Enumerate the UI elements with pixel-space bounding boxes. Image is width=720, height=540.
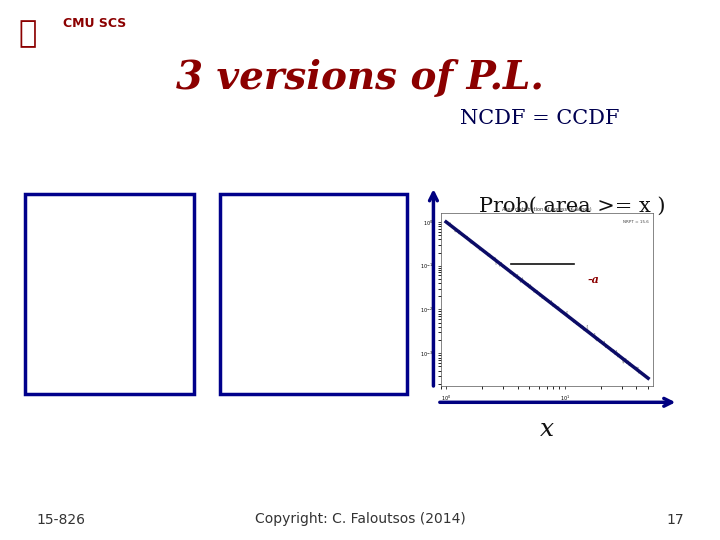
Text: 15-826: 15-826 [36, 512, 85, 526]
Text: CMU SCS: CMU SCS [63, 17, 127, 30]
Text: Prob( area >= x ): Prob( area >= x ) [479, 197, 666, 216]
Bar [25, 194, 194, 394]
Bar [220, 194, 407, 394]
Text: x: x [540, 418, 554, 441]
Text: -a: -a [588, 274, 600, 285]
Text: 🦅: 🦅 [18, 19, 36, 48]
Text: NCDF = CCDF: NCDF = CCDF [460, 109, 620, 129]
Text: 17: 17 [667, 512, 684, 526]
Title: Area distribution of egress (K-Bones): Area distribution of egress (K-Bones) [502, 207, 592, 212]
Text: NRPT = 15.6: NRPT = 15.6 [623, 220, 649, 224]
Text: Copyright: C. Faloutsos (2014): Copyright: C. Faloutsos (2014) [255, 512, 465, 526]
Text: 3 versions of P.L.: 3 versions of P.L. [176, 59, 544, 97]
